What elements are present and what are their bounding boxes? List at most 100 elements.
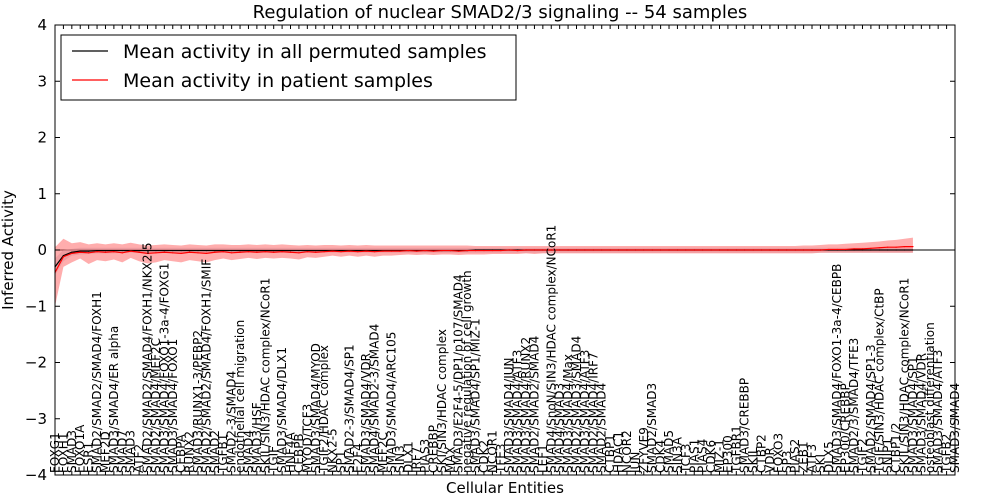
x-tick-label: SMAD7 [115,430,129,473]
x-tick-label: CDK2 [477,440,491,473]
x-tick-label: SMAD4/SMAD3 [553,383,567,473]
series-1-point-11 [146,252,149,254]
series-0-point-14 [172,249,174,252]
series-1-point-92 [828,248,830,251]
x-tick-label: TGFB1 [216,434,230,474]
series-0-point-10 [138,249,140,252]
legend-box [60,34,517,101]
x-tick-label: PIAS3 [418,439,432,473]
x-tick-label: MEF2D [98,431,112,473]
y-tick-label: −3 [25,410,47,428]
y-tick-label: −4 [25,466,47,484]
x-tick-label: SMAD3/E2F4-5/DP1/p107/SMAD4 [452,274,466,473]
x-tick-label: SMAD3/SMAD4/ATF3 [511,350,525,473]
x-tick-label: endothelial cell migration [233,320,247,473]
series-1-point-24 [256,251,258,253]
series-1-point-16 [188,251,191,253]
x-tick-label: SMAD2-3/SMAD4/SP1 [342,344,356,473]
x-tick-label: FOXO1A [73,424,87,473]
series-1-point-85 [769,249,771,251]
x-tick-label: SMAD4 [241,430,255,473]
series-1-point-57 [533,249,536,251]
y-tick-label: 1 [37,185,47,203]
x-tick-label: TGIF [267,446,281,474]
series-1-point-54 [508,249,510,251]
series-1-point-45 [432,250,435,252]
x-tick-label: SMAD3/SMAD4/ATF3 [578,350,592,473]
series-1-point-76 [693,249,695,251]
series-1-point-46 [441,249,443,252]
series-0-point-36 [357,249,359,252]
chart-title: Regulation of nuclear SMAD2/3 signaling … [253,2,748,23]
y-tick-label: 2 [37,129,47,147]
series-1-point-44 [424,249,426,252]
series-1-point-41 [399,250,401,252]
series-0-point-96 [861,249,864,251]
series-1-point-60 [559,249,561,251]
series-1-point-28 [289,251,292,253]
x-tick-label: osteoblast differentiation [923,322,937,473]
series-0-point-16 [188,249,191,252]
series-1-point-36 [357,251,359,253]
series-1-point-65 [601,249,603,251]
series-1-point-59 [550,249,552,251]
series-1-point-8 [121,252,123,254]
x-tick-label: SMAD3/SMAD4/ATF3 [931,350,945,473]
x-tick-label: SMAD2/SMAD3/SMAD4 [570,336,584,473]
x-tick-label: SMAD2-3/SMAD4 [225,371,239,473]
x-tick-label: SMAD4/SnoN/SIN3/HDAC complex/NCoR1 [544,225,558,473]
series-1-point-2 [71,252,73,254]
series-1-point-30 [306,251,308,253]
x-tick-label: SMAD3/RUNX1-3/PEBP2 [191,330,205,473]
x-tick-label: SKI/SIN3/HDAC complex [435,329,449,473]
series-0-point-12 [155,249,157,252]
x-tick-label: SMAD2/SMAD3 [645,383,659,473]
series-1-point-87 [786,249,788,251]
x-tick-label: MEF2C [376,432,390,473]
series-1-point-75 [685,249,687,251]
series-1-point-21 [231,252,233,254]
series-1-point-80 [727,249,729,251]
x-tick-label: SMAD3/SMAD4/JUN [502,358,516,474]
series-0-point-7 [113,249,115,252]
x-tick-label: CTBP1/2 [889,423,903,474]
series-1-point-25 [264,251,266,253]
x-tick-label: FOXH1 [56,433,70,473]
series-1-point-1 [62,256,65,258]
legend-label-patient: Mean activity in patient samples [123,70,433,92]
series-1-point-20 [222,251,224,253]
series-0-point-3 [79,250,81,252]
series-0-point-11 [146,249,149,252]
x-tick-label: NCOR2 [620,430,634,473]
x-tick-label: ATF2 [132,444,146,473]
x-tick-label: FOXG1 [48,432,62,473]
series-1-point-84 [760,249,763,251]
x-tick-label: SMAD3/CREBBP [738,378,752,473]
series-1-point-79 [718,249,721,251]
series-1-point-66 [609,249,611,251]
series-1-point-32 [323,251,325,253]
series-0-point-99 [887,249,889,251]
x-tick-label: SMAD2 [208,430,222,473]
series-1-point-61 [567,249,569,251]
x-tick-label: SKIL [746,447,760,473]
x-tick-label: SNIP1 [881,438,895,473]
x-tick-label: SMAD2/SMAD4/MEF2C [149,338,163,473]
series-0-point-101 [903,249,906,251]
series-0-point-100 [895,249,897,251]
series-0-point-27 [281,249,283,252]
series-1-point-64 [592,249,594,251]
x-tick-label: SMAD3/SMAD4/FOXO1 [166,339,180,473]
series-1-point-72 [660,249,662,251]
y-tick-label: −2 [25,354,47,372]
x-tick-label: SMAD2/SMAD4 [595,383,609,473]
series-1-point-89 [802,249,805,251]
x-tick-label: SMAD3/SMAD4/RUNX2 [519,337,533,473]
series-1-point-96 [861,248,864,250]
series-0-point-95 [853,249,855,251]
series-0-point-102 [912,249,914,251]
series-0-point-21 [231,249,233,252]
series-1-point-39 [382,250,384,252]
x-tick-label: SMAD3/SMAD4/FOXO1-3a-4/FOXG1 [157,263,171,473]
series-1-point-90 [811,249,813,251]
